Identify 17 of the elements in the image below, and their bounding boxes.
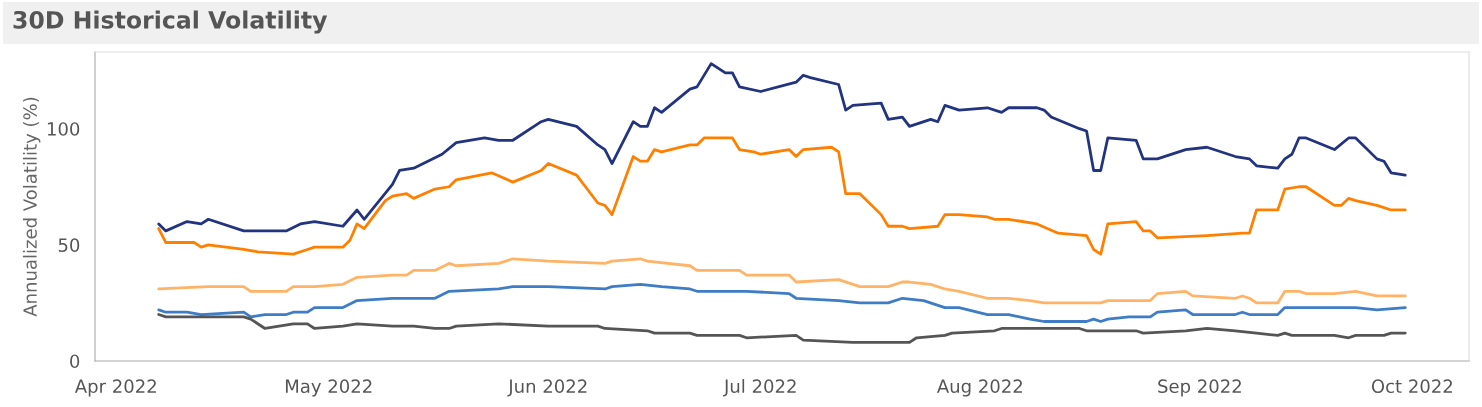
x-tick-label: Sep 2022 [1158, 379, 1241, 397]
y-tick-label: 50 [58, 238, 80, 252]
line-series [157, 62, 1407, 233]
x-tick-label: Jul 2022 [723, 379, 796, 397]
x-tick-label: Apr 2022 [74, 379, 156, 397]
x-tick-label: Aug 2022 [936, 379, 1022, 397]
chart-title: 30D Historical Volatility [13, 10, 328, 34]
line-series [157, 257, 1407, 305]
y-tick-label: 100 [47, 122, 80, 136]
y-tick-label: 0 [70, 354, 80, 369]
x-tick-label: Oct 2022 [1371, 379, 1452, 394]
y-axis-title: Annualized Volatility (%) [22, 97, 41, 317]
x-tick-label: Jun 2022 [507, 379, 587, 397]
line-series [157, 313, 1407, 344]
x-tick-label: May 2022 [285, 379, 372, 397]
line-series [157, 136, 1407, 256]
line-series [157, 282, 1407, 323]
